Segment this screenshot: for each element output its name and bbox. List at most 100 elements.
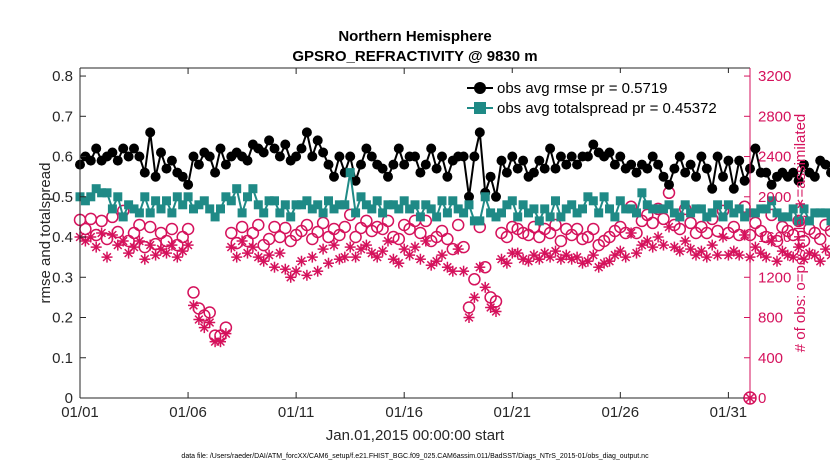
asterisk-stroke: [297, 256, 306, 266]
spread-point: [334, 200, 344, 210]
rmse-point: [91, 143, 102, 154]
assimilated-point: [404, 249, 416, 261]
spread-point: [740, 212, 750, 222]
spread-point: [605, 204, 614, 214]
rmse-point: [177, 171, 188, 182]
asterisk-stroke: [794, 242, 804, 252]
possible-point: [441, 232, 454, 246]
spread-point: [448, 196, 458, 206]
asterisk-stroke: [437, 250, 447, 260]
asterisk-stroke: [826, 255, 830, 260]
asterisk-stroke: [399, 244, 409, 254]
spread-point: [415, 212, 425, 222]
spread-point: [356, 192, 366, 202]
spread-point: [259, 208, 269, 218]
assimilated-point: [350, 251, 362, 263]
asterisk-stroke: [167, 240, 177, 250]
y-right-tick-label: 3200: [758, 68, 791, 85]
asterisk-stroke: [237, 236, 247, 246]
spread-point: [491, 212, 501, 222]
rmse-point: [518, 155, 529, 166]
rmse-point: [415, 167, 426, 178]
asterisk-stroke: [232, 252, 242, 262]
spread-point: [372, 196, 382, 206]
spread-point: [237, 208, 247, 218]
asterisk-stroke: [324, 258, 333, 268]
spread-point: [513, 212, 523, 222]
rmse-point: [669, 163, 680, 174]
assimilated-point: [323, 257, 334, 269]
asterisk-stroke: [356, 244, 366, 254]
y-tick-label: 0.8: [52, 68, 73, 85]
asterisk-stroke: [307, 252, 317, 262]
rmse-point: [615, 151, 626, 162]
asterisk-stroke: [707, 240, 717, 250]
possible-point: [311, 225, 324, 239]
spread-point: [102, 188, 112, 198]
possible-point: [576, 232, 589, 246]
y-tick-label: 0: [65, 390, 73, 407]
spread-point: [669, 208, 679, 218]
rmse-point: [291, 151, 302, 162]
spread-point: [178, 200, 188, 210]
x-tick-label: 01/11: [278, 404, 314, 421]
possible-point: [570, 222, 584, 236]
y-right-tick-label: 800: [758, 310, 783, 327]
spread-point: [794, 216, 804, 226]
spread-point: [777, 212, 787, 222]
asterisk-stroke: [648, 242, 658, 252]
assimilated-point: [490, 306, 502, 317]
assimilated-point: [290, 265, 302, 277]
asterisk-stroke: [426, 260, 436, 270]
rmse-point: [426, 143, 437, 154]
assimilated-point: [512, 247, 524, 259]
asterisk-stroke: [486, 303, 496, 312]
spread-point: [194, 200, 204, 210]
asterisk-stroke: [777, 246, 787, 256]
spread-point: [280, 200, 290, 210]
spread-point: [691, 204, 701, 214]
rmse-point: [464, 191, 474, 202]
asterisk-stroke: [280, 264, 290, 274]
rmse-point: [561, 159, 572, 170]
assimilated-point: [188, 299, 199, 311]
assimilated-point: [150, 249, 162, 261]
possible-point: [554, 234, 568, 248]
rmse-point: [388, 159, 399, 170]
rmse-point: [809, 171, 820, 182]
asterisk-stroke: [140, 254, 150, 264]
y-right-tick-label: 2400: [758, 149, 791, 166]
assimilated-point: [712, 249, 724, 261]
asterisk-stroke: [637, 240, 647, 250]
y-right-tick-label: 1600: [758, 229, 791, 246]
assimilated-point: [339, 251, 351, 263]
rmse-point: [410, 151, 420, 162]
rmse-point: [507, 151, 518, 162]
assimilated-point: [814, 255, 826, 267]
rmse-point: [545, 143, 556, 154]
y-tick-label: 0.2: [52, 310, 73, 327]
asterisk-stroke: [253, 252, 263, 262]
asterisk-stroke: [480, 282, 490, 292]
y-tick-label: 0.6: [52, 149, 73, 166]
possible-point: [235, 220, 249, 234]
rmse-point: [323, 159, 334, 170]
spread-point: [324, 196, 333, 206]
asterisk-stroke: [405, 250, 415, 260]
assimilated-point: [182, 239, 194, 251]
rmse-point: [139, 167, 150, 178]
legend: obs avg rmse pr = 0.5719 obs avg totalsp…: [462, 73, 744, 118]
possible-point: [516, 226, 530, 240]
rmse-point: [329, 171, 339, 182]
spread-point: [713, 200, 723, 210]
rmse-point: [356, 159, 366, 170]
assimilated-point: [360, 239, 372, 251]
asterisk-stroke: [205, 318, 215, 327]
spread-point: [696, 204, 706, 214]
rmse-point: [437, 151, 447, 162]
spread-point: [426, 204, 436, 214]
asterisk-stroke: [216, 337, 225, 347]
spread-point: [810, 208, 820, 218]
asterisk-stroke: [183, 240, 193, 250]
